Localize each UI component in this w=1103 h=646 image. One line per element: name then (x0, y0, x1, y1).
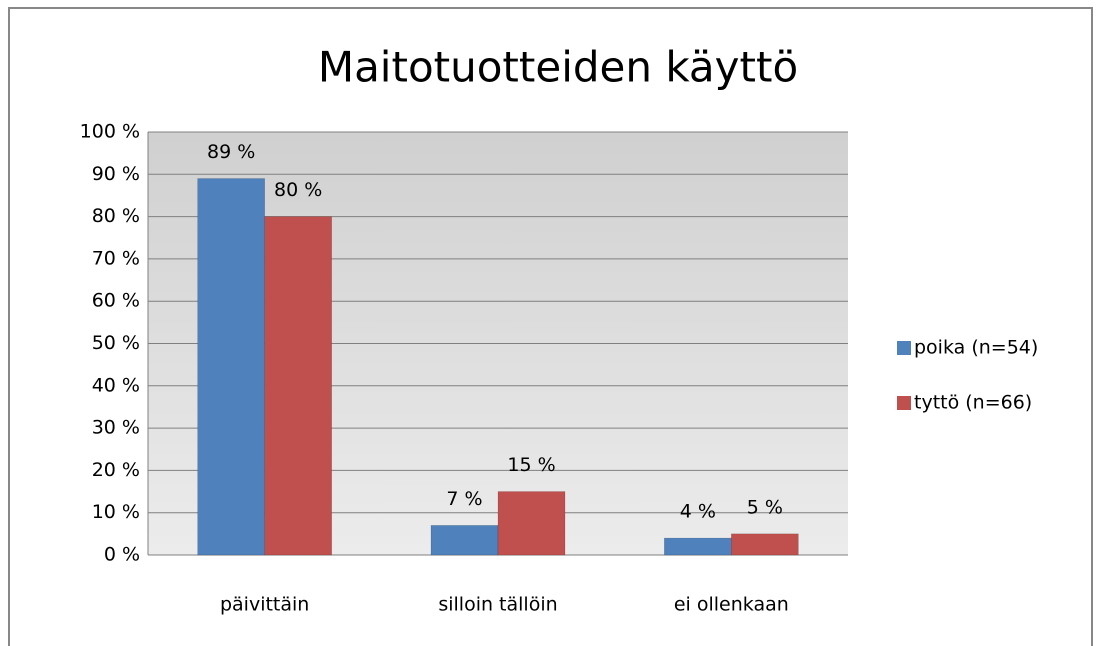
y-tick-label: 80 % (92, 205, 140, 227)
legend-swatch (897, 341, 911, 355)
legend-label: tyttö (n=66) (914, 392, 1032, 414)
legend-label: poika (n=54) (914, 337, 1038, 359)
value-label: 4 % (680, 501, 716, 523)
y-tick-label: 90 % (92, 163, 140, 185)
y-tick-label: 0 % (104, 544, 140, 566)
value-label: 5 % (747, 496, 783, 518)
chart-border (8, 7, 1093, 646)
bar (497, 491, 566, 556)
bar (430, 525, 499, 556)
bar (731, 533, 799, 556)
bar (197, 178, 265, 556)
bar (664, 537, 732, 556)
y-tick-label: 40 % (92, 374, 140, 396)
x-tick-label: silloin tällöin (438, 594, 557, 616)
x-tick-label: päivittäin (220, 594, 309, 616)
value-label: 80 % (274, 179, 322, 201)
value-label: 89 % (207, 141, 255, 163)
value-label: 7 % (446, 488, 482, 510)
x-tick-label: ei ollenkaan (674, 594, 789, 616)
legend-swatch (897, 396, 911, 410)
y-tick-label: 20 % (92, 459, 140, 481)
y-tick-label: 60 % (92, 290, 140, 312)
y-tick-label: 30 % (92, 417, 140, 439)
value-label: 15 % (507, 454, 555, 476)
y-tick-label: 100 % (80, 121, 140, 143)
chart-title: Maitotuotteiden käyttö (318, 43, 798, 92)
bar (264, 216, 332, 556)
y-tick-label: 10 % (92, 501, 140, 523)
y-tick-label: 50 % (92, 332, 140, 354)
y-tick-label: 70 % (92, 247, 140, 269)
